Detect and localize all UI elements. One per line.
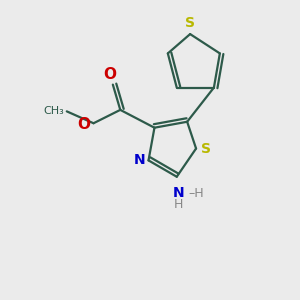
Text: O: O [103, 67, 116, 82]
Text: N: N [172, 186, 184, 200]
Text: S: S [185, 16, 195, 30]
Text: H: H [173, 198, 183, 211]
Text: N: N [134, 153, 146, 167]
Text: –H: –H [189, 187, 204, 200]
Text: O: O [77, 117, 90, 132]
Text: CH₃: CH₃ [44, 106, 64, 116]
Text: S: S [200, 142, 211, 155]
